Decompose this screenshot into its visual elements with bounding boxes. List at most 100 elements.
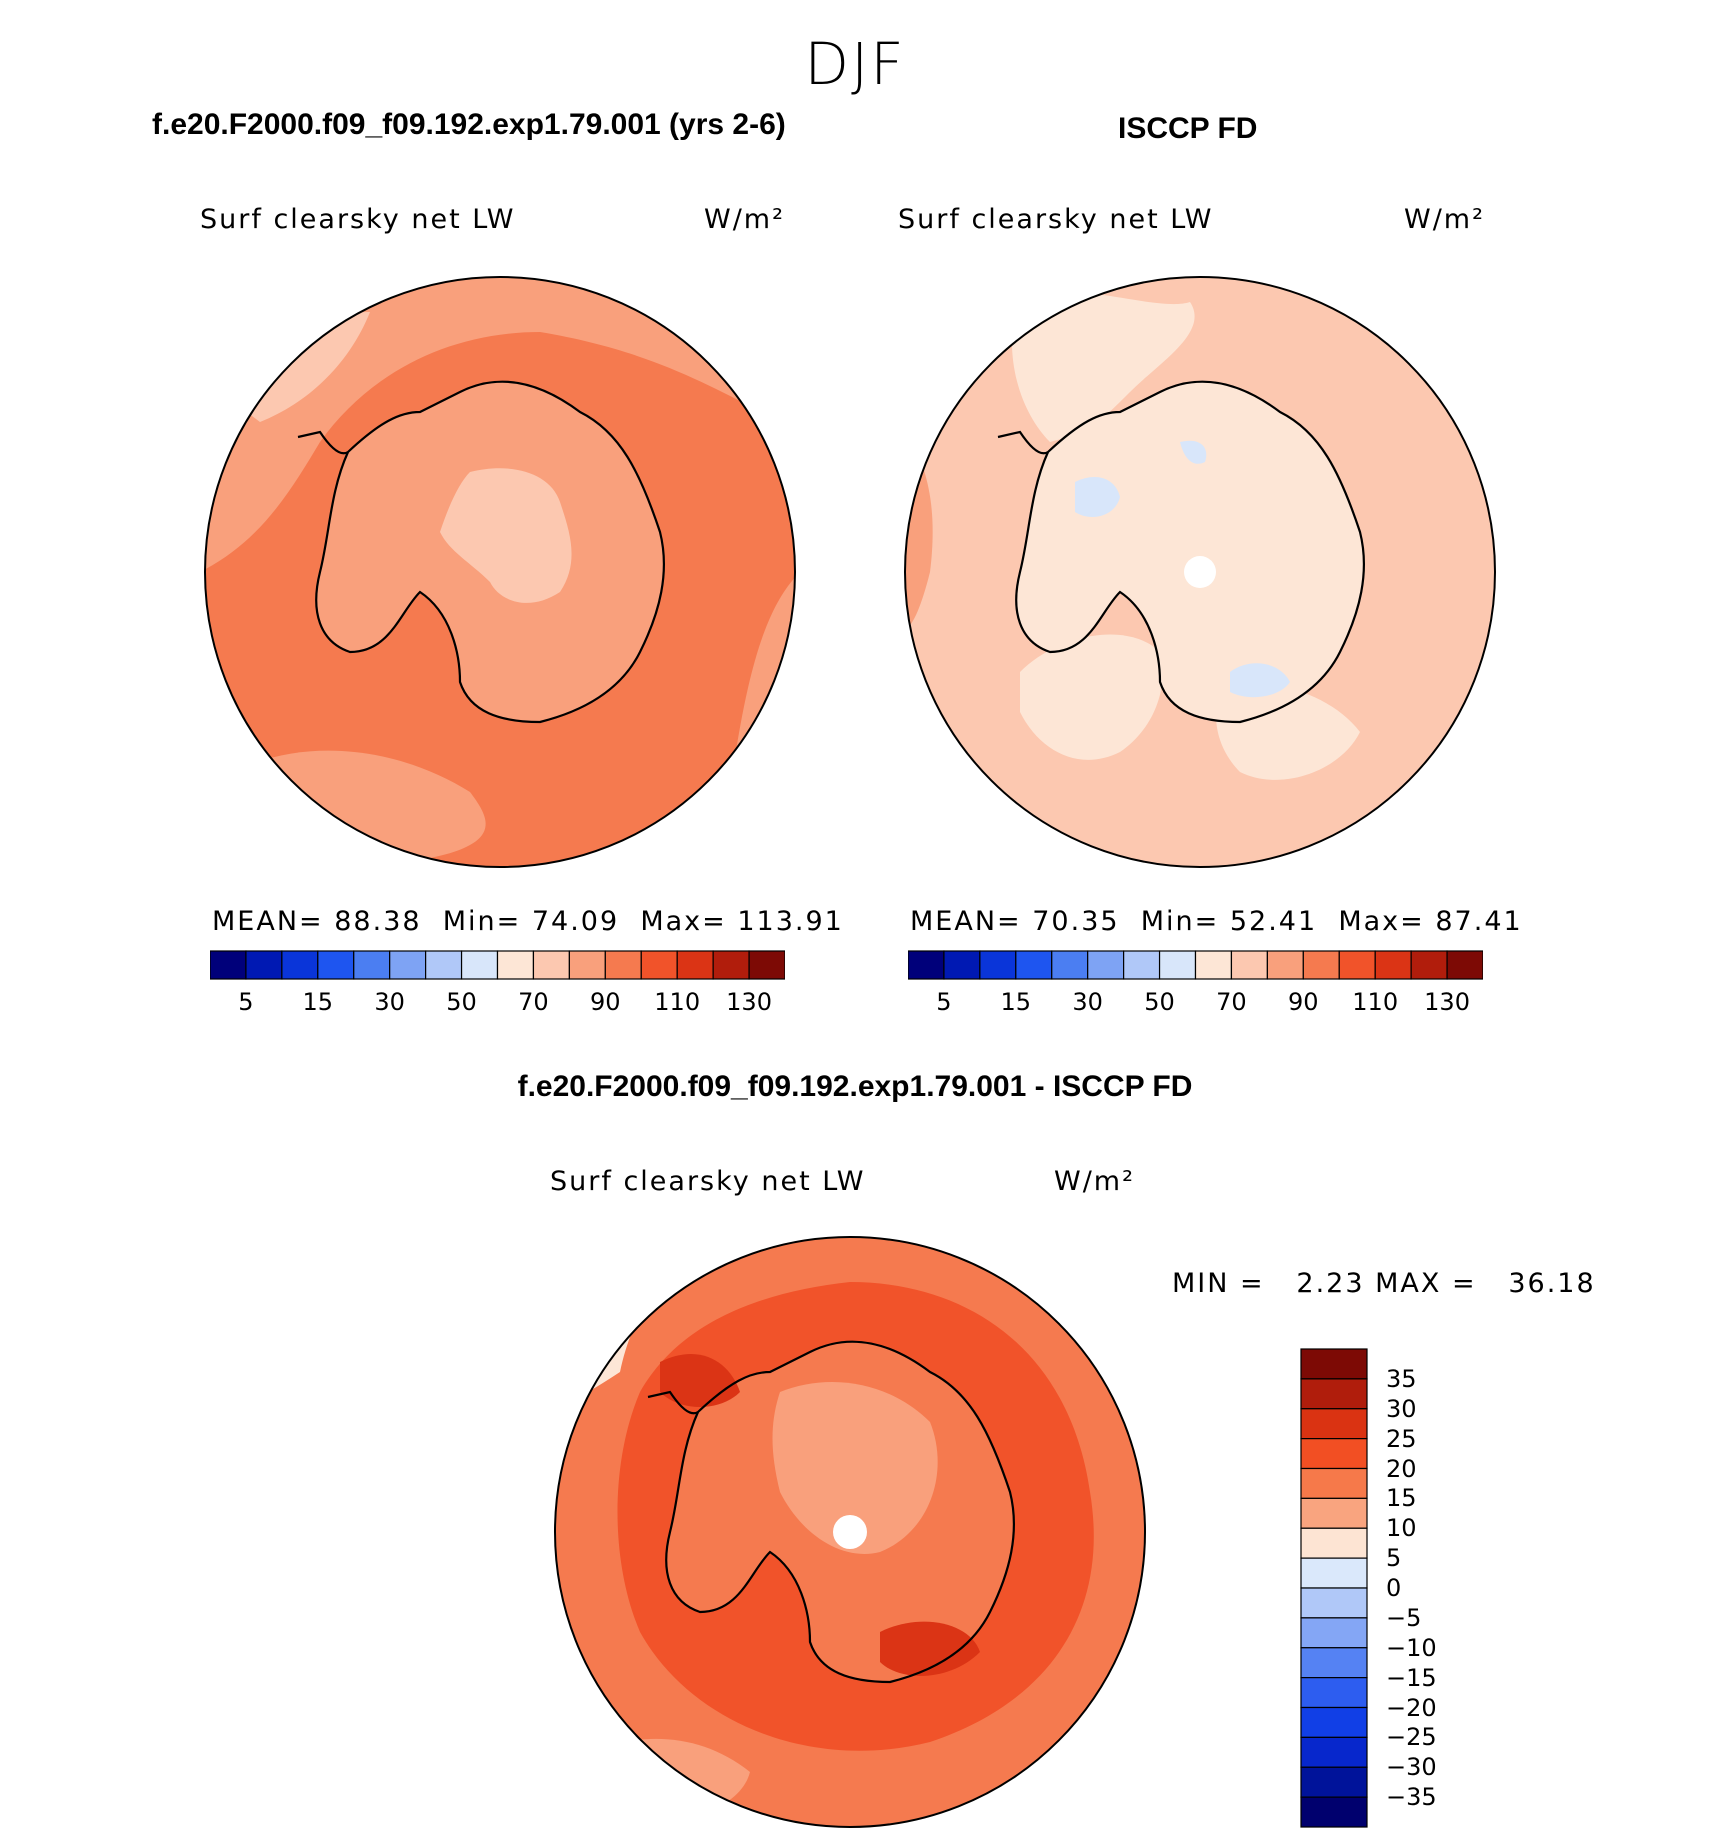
- panel1-polar-map: [204, 276, 796, 868]
- panel3-max-value: 36.18: [1508, 1268, 1596, 1299]
- colorbar-swatch: [1300, 1766, 1368, 1798]
- colorbar-swatch: [640, 950, 678, 980]
- panel3-coastline: [647, 1340, 1016, 1684]
- colorbar-swatch: [1300, 1677, 1368, 1709]
- colorbar-swatch: [245, 950, 283, 980]
- colorbar-swatch: [1230, 950, 1268, 980]
- panel1-colorbar-swatches: [210, 950, 785, 980]
- colorbar-tick-label: 10: [1386, 1514, 1417, 1543]
- colorbar-tick-label: −30: [1386, 1753, 1437, 1782]
- panel1-stats: MEAN= 88.38 Min= 74.09 Max= 113.91: [212, 906, 844, 937]
- colorbar-tick-label: −25: [1386, 1723, 1437, 1752]
- colorbar-swatch: [1300, 1736, 1368, 1768]
- panel2-min-value: 52.41: [1229, 906, 1318, 937]
- colorbar-tick-label: 130: [1424, 988, 1470, 1016]
- panel3-colorbar-ticks: 35 30 25 20 15 10 5 0 −5 −10 −15 −20 −25 −30 −35: [1386, 1348, 1486, 1828]
- panel3-polar-map: [554, 1236, 1146, 1828]
- panel2-units-label: W/m²: [1404, 204, 1485, 235]
- colorbar-swatch: [425, 950, 463, 980]
- colorbar-swatch: [1338, 950, 1376, 980]
- panel1-coastline: [297, 380, 666, 724]
- colorbar-swatch: [496, 950, 535, 980]
- colorbar-tick-label: 35: [1386, 1364, 1417, 1393]
- colorbar-swatch: [1300, 1497, 1368, 1529]
- panel1-min-value: 74.09: [531, 906, 620, 937]
- panel2-variable-label: Surf clearsky net LW: [898, 204, 1214, 235]
- colorbar-swatch: [1300, 1527, 1368, 1559]
- colorbar-swatch: [943, 950, 981, 980]
- colorbar-swatch: [604, 950, 642, 980]
- panel1-mean-value: 88.38: [334, 906, 422, 937]
- panel2-antarctica-fill: [1016, 381, 1364, 722]
- colorbar-tick-label: 90: [1288, 988, 1319, 1016]
- panel2-blue-patch-1: [1075, 477, 1120, 517]
- colorbar-tick-label: 0: [1386, 1574, 1402, 1602]
- panel1-variable-label: Surf clearsky net LW: [200, 204, 516, 235]
- panel2-min-label: Min=: [1140, 906, 1220, 937]
- colorbar-swatch: [908, 950, 945, 980]
- colorbar-swatch: [1300, 1467, 1368, 1499]
- panel1-plateau-region: [440, 468, 572, 603]
- colorbar-swatch: [1158, 950, 1197, 980]
- colorbar-tick-label: 15: [1386, 1484, 1417, 1513]
- colorbar-tick-label: −10: [1386, 1633, 1437, 1662]
- panel3-colorbar-swatches: [1300, 1348, 1368, 1828]
- panel1-colorbar: [210, 950, 785, 980]
- colorbar-swatch: [1302, 950, 1340, 980]
- colorbar-swatch: [532, 950, 570, 980]
- colorbar-swatch: [1300, 1647, 1368, 1679]
- panel1-title: f.e20.F2000.f09_f09.192.exp1.79.001 (yrs…: [152, 108, 786, 141]
- colorbar-tick-label: 15: [302, 988, 334, 1016]
- colorbar-tick-label: 50: [1144, 988, 1175, 1016]
- panel2-colorbar-ticks: 5 15 30 50 70 90 110 130: [908, 988, 1483, 1020]
- colorbar-swatch: [1266, 950, 1304, 980]
- colorbar-tick-label: 5: [936, 988, 952, 1016]
- panel1-colorbar-ticks: 5 15 30 50 70 90 110 130: [210, 988, 785, 1020]
- colorbar-swatch: [1300, 1378, 1368, 1410]
- colorbar-tick-label: 30: [1386, 1394, 1417, 1423]
- colorbar-swatch: [1194, 950, 1233, 980]
- panel2-coastline: [997, 380, 1366, 724]
- colorbar-swatch: [389, 950, 427, 980]
- colorbar-swatch: [1087, 950, 1125, 980]
- panel3-variable-label: Surf clearsky net LW: [550, 1166, 866, 1197]
- colorbar-tick-label: 30: [374, 988, 405, 1016]
- colorbar-swatch: [1300, 1587, 1368, 1619]
- colorbar-swatch: [353, 950, 391, 980]
- colorbar-tick-label: −15: [1386, 1663, 1437, 1692]
- colorbar-swatch: [712, 950, 750, 980]
- colorbar-tick-label: 110: [654, 988, 701, 1016]
- panel2-pole-hole: [1184, 556, 1216, 588]
- colorbar-swatch: [748, 950, 785, 980]
- colorbar-tick-label: 30: [1072, 988, 1103, 1016]
- colorbar-tick-label: −20: [1386, 1693, 1437, 1722]
- colorbar-tick-label: 25: [1386, 1424, 1417, 1453]
- colorbar-tick-label: 70: [518, 988, 549, 1016]
- colorbar-tick-label: 20: [1386, 1454, 1417, 1483]
- panel3-colorbar: [1300, 1348, 1368, 1828]
- panel3-stats: MIN = 2.23 MAX = 36.18: [1172, 1268, 1596, 1299]
- panel2-mean-label: MEAN=: [910, 906, 1022, 937]
- panel1-min-label: Min=: [442, 906, 522, 937]
- colorbar-tick-label: −35: [1386, 1783, 1437, 1812]
- colorbar-tick-label: 130: [726, 988, 772, 1016]
- panel2-blue-patch-3: [1180, 440, 1207, 464]
- colorbar-tick-label: 90: [590, 988, 621, 1016]
- colorbar-swatch: [1300, 1706, 1368, 1738]
- colorbar-swatch: [460, 950, 499, 980]
- panel2-light-region-bottom: [1020, 634, 1163, 760]
- colorbar-swatch: [1446, 950, 1483, 980]
- colorbar-swatch: [1300, 1438, 1368, 1470]
- panel2-max-label: Max=: [1338, 906, 1425, 937]
- colorbar-swatch: [1300, 1348, 1368, 1380]
- colorbar-swatch: [317, 950, 355, 980]
- panel1-max-value: 113.91: [737, 906, 844, 937]
- colorbar-tick-label: 70: [1216, 988, 1247, 1016]
- colorbar-swatch: [1300, 1557, 1368, 1589]
- colorbar-tick-label: 15: [1000, 988, 1032, 1016]
- colorbar-swatch: [1300, 1617, 1368, 1649]
- colorbar-tick-label: 5: [238, 988, 254, 1016]
- panel2-colorbar: [908, 950, 1483, 980]
- panel2-title: ISCCP FD: [1118, 112, 1258, 145]
- colorbar-tick-label: 110: [1352, 988, 1399, 1016]
